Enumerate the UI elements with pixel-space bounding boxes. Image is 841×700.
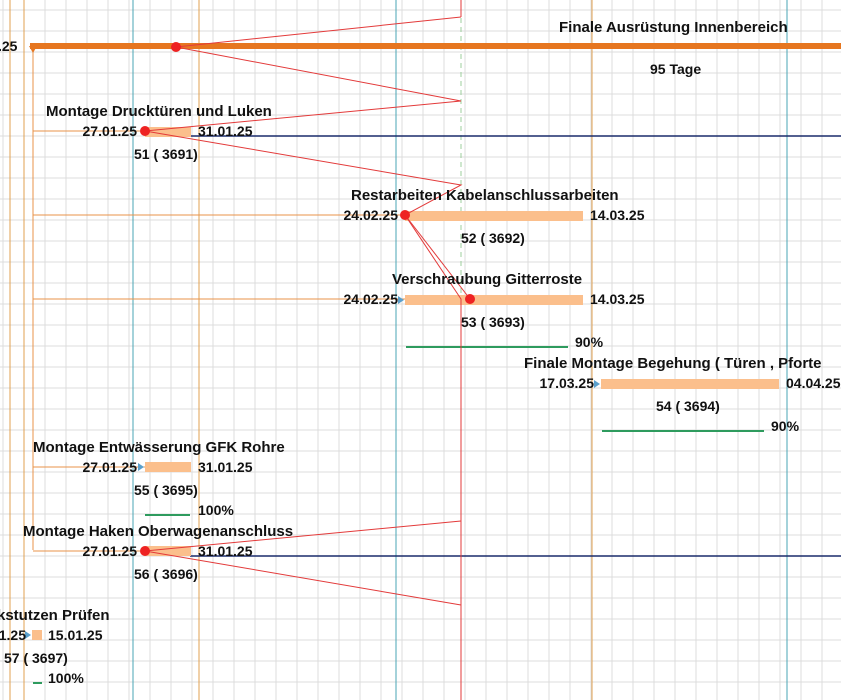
hierarchy-connectors (32, 46, 405, 552)
arrow-icon (398, 296, 404, 304)
status-dot (400, 210, 410, 220)
task-end-51: 31.01.25 (198, 123, 253, 139)
task-start-51: 27.01.25 (82, 123, 138, 139)
task-progress-55: 100% (198, 502, 234, 518)
date-lines (9, 0, 788, 700)
task-name-52: Restarbeiten Kabelanschlussarbeiten (351, 187, 619, 204)
task-number-51: 51 ( 3691) (134, 146, 198, 162)
status-dot (171, 42, 181, 52)
status-points (140, 42, 475, 556)
arrow-icon (594, 380, 600, 388)
task-start-53: 24.02.25 (343, 291, 399, 307)
task-name-55: Montage Entwässerung GFK Rohre (33, 439, 285, 456)
task-end-52: 14.03.25 (590, 207, 645, 223)
summary-start-marker (29, 46, 37, 53)
task-end-55: 31.01.25 (198, 459, 253, 475)
task-number-54: 54 ( 3694) (656, 398, 720, 414)
arrow-icon (138, 463, 144, 471)
summary-duration: 95 Tage (650, 61, 702, 77)
task-bar-51[interactable] (145, 127, 191, 137)
task-name-56: Montage Haken Oberwagenanschluss (23, 523, 294, 540)
task-start-57: 1.25 (0, 627, 26, 643)
task-progress-54: 90% (771, 418, 800, 434)
dependency-lines (144, 0, 471, 700)
arrow-icon (25, 631, 31, 639)
task-bar-54[interactable] (601, 379, 779, 389)
summary-title: Finale Ausrüstung Innenbereich (559, 19, 788, 36)
task-bar-53[interactable] (405, 295, 583, 305)
task-bar-52[interactable] (405, 211, 583, 221)
status-dot (140, 126, 150, 136)
task-end-56: 31.01.25 (198, 543, 253, 559)
task-start-54: 17.03.25 (539, 375, 595, 391)
task-bar-55[interactable] (145, 462, 191, 472)
task-number-53: 53 ( 3693) (461, 314, 525, 330)
task-start-52: 24.02.25 (343, 207, 399, 223)
task-number-55: 55 ( 3695) (134, 482, 198, 498)
task-name-51: Montage Drucktüren und Luken (46, 103, 272, 120)
task-number-56: 56 ( 3696) (134, 566, 198, 582)
task-number-57: 57 ( 3697) (4, 650, 68, 666)
task-start-55: 27.01.25 (82, 459, 138, 475)
task-start-56: 27.01.25 (82, 543, 138, 559)
task-name-54: Finale Montage Begehung ( Türen , Pforte (524, 355, 822, 372)
task-number-52: 52 ( 3692) (461, 230, 525, 246)
task-name-57: kstutzen Prüfen (0, 607, 110, 624)
task-end-54: 04.04.25 (786, 375, 841, 391)
task-bar-56[interactable] (145, 546, 191, 556)
task-end-57: 15.01.25 (48, 627, 103, 643)
task-bar-57[interactable] (32, 630, 42, 640)
start-arrows (25, 296, 600, 639)
task-progress-53: 90% (575, 334, 604, 350)
task-name-53: Verschraubung Gitterroste (392, 271, 583, 288)
task-end-53: 14.03.25 (590, 291, 645, 307)
summary-start-date: .25 (0, 38, 18, 54)
status-dot (465, 294, 475, 304)
status-dot (140, 546, 150, 556)
task-progress-57: 100% (48, 670, 84, 686)
summary-bar[interactable] (30, 43, 841, 49)
